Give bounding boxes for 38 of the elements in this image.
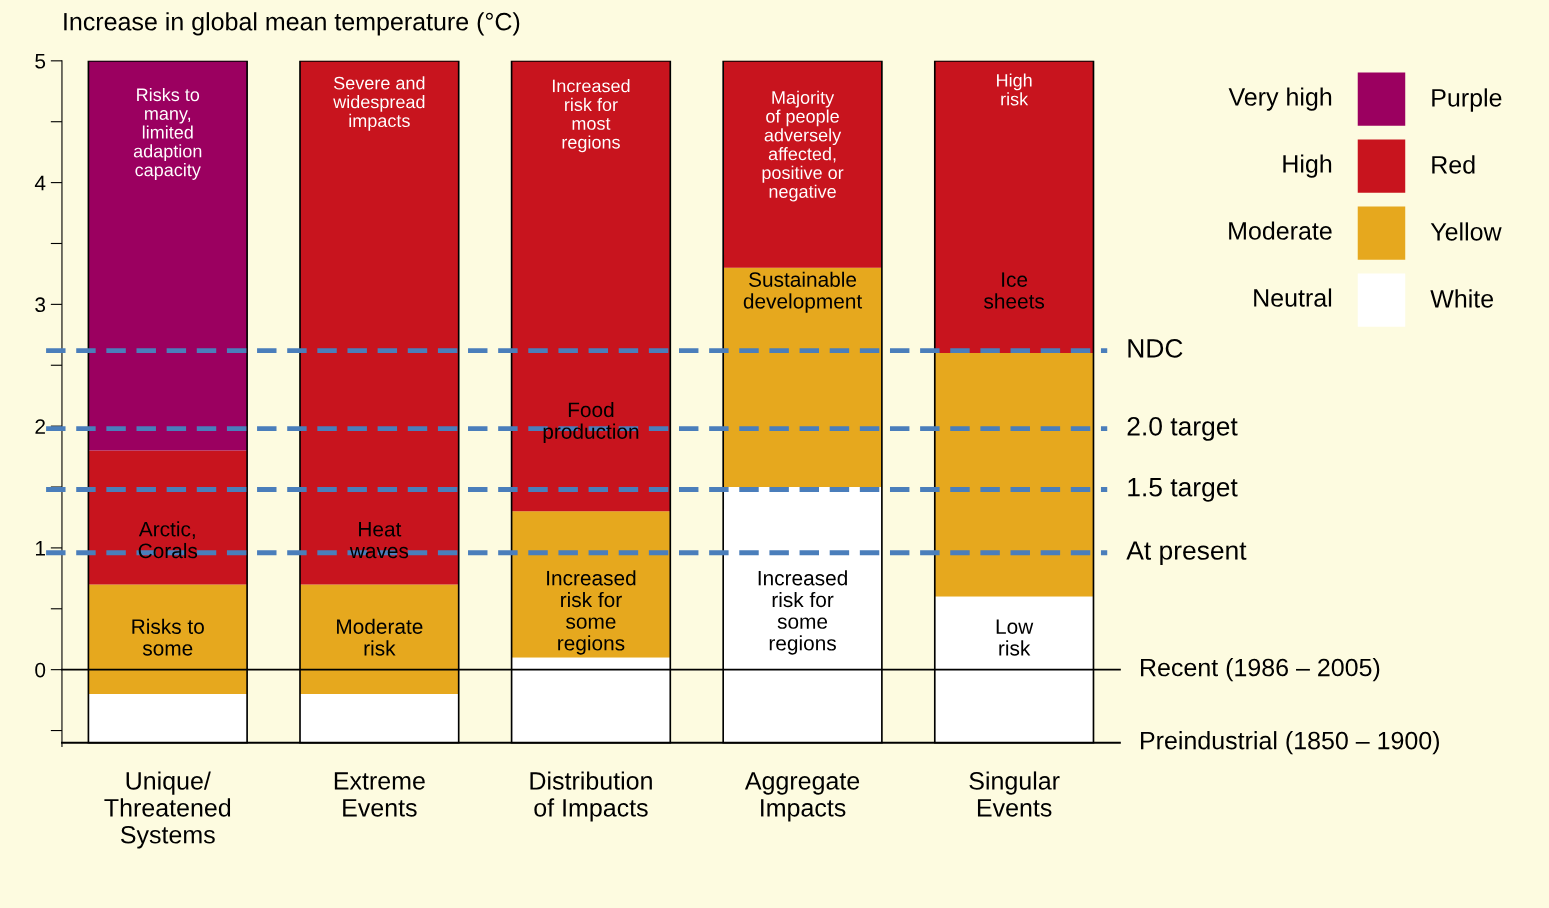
ref-line-label: 2.0 target: [1127, 416, 1238, 441]
chart-title: Increase in global mean temperature (°C): [64, 12, 520, 36]
ref-line-label: Recent (1986 – 2005): [1141, 658, 1380, 682]
annotation: Increased risk for some regions: [758, 570, 847, 655]
x-tick-label: Singular Events: [969, 771, 1060, 817]
legend-label: Purple: [1432, 88, 1502, 112]
annotation: Severe and widespread impacts: [333, 76, 425, 131]
annotation: High risk: [997, 73, 1032, 106]
text: Moderate: [1229, 221, 1332, 240]
text: Very high: [1228, 87, 1332, 111]
y-tick-label: 3: [35, 297, 46, 313]
ref-line-label: 1.5 target: [1128, 478, 1238, 502]
text: High: [1283, 154, 1332, 178]
annotation: Low risk: [996, 619, 1034, 656]
y-tick-label: 1: [35, 541, 45, 556]
x-tick-label: Unique/ Threatened Systems: [104, 771, 231, 849]
annotation: Majority of people adversely affected, positive or negative: [762, 90, 844, 202]
annotation: Risks to some: [132, 618, 204, 656]
annotation: Sustainable development: [743, 271, 863, 313]
legend-label: Red: [1432, 155, 1475, 174]
annotation: Risks to many, limited adaption capacity: [133, 87, 202, 180]
annotation: Increased risk for some regions: [547, 570, 636, 655]
legend-label: White: [1430, 289, 1494, 308]
y-tick-label: 0: [35, 662, 46, 678]
x-tick-label: Extreme Events: [334, 772, 425, 817]
y-tick-label: 2: [35, 419, 45, 434]
annotation: Ice sheets: [984, 272, 1045, 309]
ref-line-label: At present: [1126, 541, 1247, 566]
x-tick-label: Aggregate Impacts: [744, 772, 860, 822]
ref-line-label: NDC: [1128, 339, 1183, 358]
text: Neutral: [1254, 288, 1332, 307]
y-tick-label: 4: [34, 175, 46, 191]
y-tick-label: 5: [35, 54, 46, 69]
annotation: Increased risk for most regions: [552, 79, 630, 153]
legend-label: Yellow: [1430, 222, 1502, 241]
ref-line-label: Preindustrial (1850 – 1900): [1141, 731, 1439, 755]
x-tick-label: Distribution of Impacts: [530, 771, 652, 822]
annotation: Moderate risk: [337, 618, 423, 656]
